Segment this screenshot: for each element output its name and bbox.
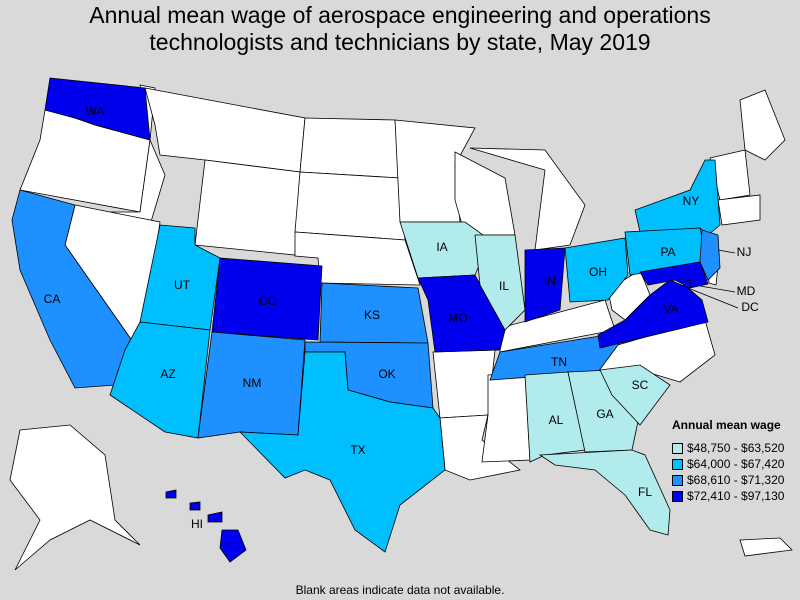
hi-island-hawaii[interactable] — [219, 529, 247, 563]
label-KS: KS — [364, 308, 380, 322]
state-labels: WA CA UT AZ CO NM KS OK TX IA MO IL IN O… — [44, 104, 759, 531]
state-AZ[interactable] — [109, 321, 211, 439]
state-NJ[interactable] — [699, 229, 721, 281]
state-HI[interactable] — [165, 489, 247, 563]
label-MD: MD — [737, 284, 756, 298]
map-title-line-2: technologists and technicians by state, … — [149, 29, 651, 55]
label-NY: NY — [683, 194, 700, 208]
label-TN: TN — [551, 355, 567, 369]
hi-island-kauai[interactable] — [165, 489, 177, 499]
label-DC: DC — [741, 300, 759, 314]
state-WA[interactable] — [44, 77, 151, 141]
legend-swatch — [672, 490, 683, 502]
state-WY[interactable] — [194, 159, 301, 256]
state-ND[interactable] — [299, 117, 401, 179]
label-IA: IA — [436, 240, 447, 254]
state-MT[interactable] — [144, 87, 306, 173]
label-TX: TX — [350, 443, 365, 457]
hi-island-oahu[interactable] — [189, 501, 201, 511]
legend: Annual mean wage $48,750 - $63,520 $64,0… — [672, 418, 800, 504]
label-CA: CA — [44, 292, 61, 306]
state-IL[interactable] — [474, 234, 526, 331]
territory-PR[interactable] — [739, 537, 793, 557]
state-AL[interactable] — [524, 371, 586, 463]
state-FL[interactable] — [538, 449, 671, 536]
label-GA: GA — [596, 407, 613, 421]
no-data-states — [9, 84, 793, 571]
state-AK[interactable] — [9, 424, 141, 571]
label-AZ: AZ — [160, 367, 175, 381]
leader-MD — [699, 285, 736, 293]
label-SC: SC — [632, 378, 649, 392]
state-ME[interactable] — [739, 89, 786, 161]
legend-item: $72,410 - $97,130 — [672, 488, 800, 504]
footnote: Blank areas indicate data not available. — [295, 583, 505, 597]
state-MD[interactable] — [639, 261, 709, 289]
legend-label: $72,410 - $97,130 — [687, 489, 785, 503]
legend-swatch — [672, 474, 683, 486]
state-MI[interactable] — [469, 147, 586, 251]
state-MO[interactable] — [417, 274, 506, 353]
state-MS[interactable] — [481, 371, 531, 463]
state-AR[interactable] — [432, 349, 496, 419]
legend-label: $64,000 - $67,420 — [687, 457, 785, 471]
legend-swatch — [672, 458, 683, 470]
map-title-line-1: Annual mean wage of aerospace engineerin… — [89, 2, 711, 28]
state-CO[interactable] — [211, 257, 323, 341]
label-VA: VA — [663, 302, 678, 316]
legend-label: $68,610 - $71,320 — [687, 473, 785, 487]
state-TX[interactable] — [238, 351, 446, 553]
label-IL: IL — [499, 279, 509, 293]
legend-item: $48,750 - $63,520 — [672, 440, 800, 456]
state-SC[interactable] — [599, 364, 671, 426]
map-title: Annual mean wage of aerospace engineerin… — [0, 2, 800, 56]
label-WA: WA — [86, 104, 105, 118]
label-PA: PA — [660, 245, 675, 259]
legend-label: $48,750 - $63,520 — [687, 441, 785, 455]
legend-item: $68,610 - $71,320 — [672, 472, 800, 488]
legend-title: Annual mean wage — [672, 418, 781, 432]
legend-swatch — [672, 442, 683, 454]
state-NY[interactable] — [634, 159, 721, 236]
state-SD[interactable] — [294, 171, 406, 241]
label-UT: UT — [174, 278, 191, 292]
hi-island-maui[interactable] — [207, 511, 223, 523]
label-NJ: NJ — [737, 245, 752, 259]
state-OH[interactable] — [564, 237, 629, 303]
leader-DC — [687, 287, 739, 309]
state-IN[interactable] — [524, 247, 566, 323]
label-FL: FL — [638, 485, 652, 499]
label-MO: MO — [448, 311, 467, 325]
label-OH: OH — [589, 265, 607, 279]
leader-lines — [687, 249, 739, 309]
label-NM: NM — [243, 376, 262, 390]
label-OK: OK — [378, 367, 395, 381]
leader-NJ — [717, 249, 736, 254]
legend-item: $64,000 - $67,420 — [672, 456, 800, 472]
label-HI: HI — [191, 517, 203, 531]
label-AL: AL — [549, 413, 564, 427]
colored-states — [11, 77, 721, 563]
label-IN: IN — [544, 274, 556, 288]
state-MA-CT-RI[interactable] — [717, 194, 761, 226]
label-CO: CO — [259, 294, 277, 308]
